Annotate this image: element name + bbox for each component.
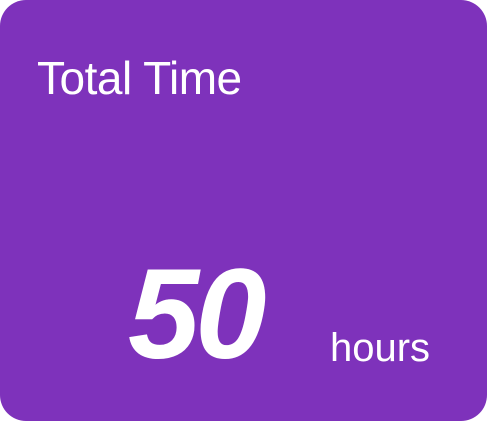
card-title: Total Time xyxy=(37,52,242,104)
metric-unit: hours xyxy=(330,326,431,370)
metric-value: 50 xyxy=(128,243,266,386)
